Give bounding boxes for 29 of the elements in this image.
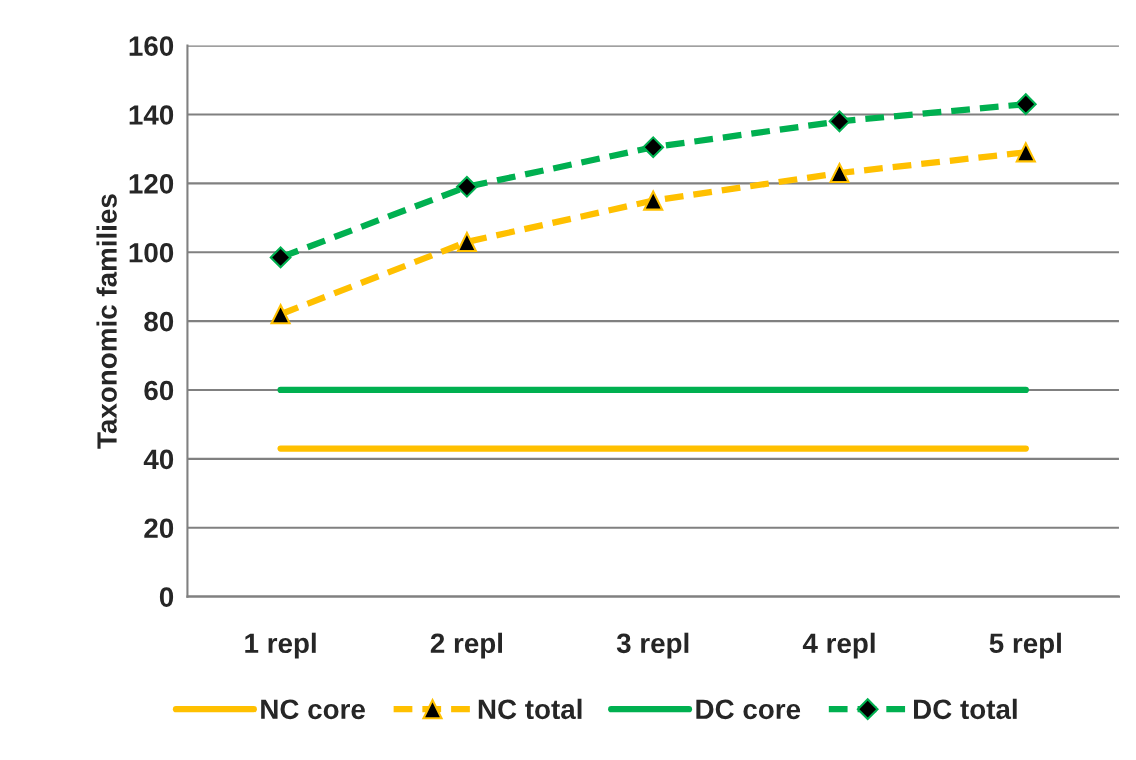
y-tick-label: 0 [159,587,174,607]
point [829,162,850,184]
y-tick-label: 80 [144,311,174,332]
point [1015,142,1036,163]
y-axis-title: Taxonomic families [96,194,117,449]
x-tick-label: 5 repl [989,632,1061,659]
point [1014,93,1037,115]
point [456,175,478,198]
point [642,136,665,159]
point [456,231,477,252]
point [270,304,291,325]
point [269,246,292,269]
y-tick-label: 100 [129,242,174,263]
y-tick-label: 160 [129,36,174,56]
x-tick-label: 4 repl [802,632,875,659]
y-tick-label: 60 [144,380,174,401]
legend-label: DC core [696,699,801,720]
y-tick-label: 40 [143,449,174,470]
legend-label: NC total [478,698,582,720]
x-tick-label: 1 repl [245,632,316,659]
x-tick-label: 3 repl [616,632,689,659]
point [828,110,851,133]
x-tick-label: 2 repl [430,632,502,659]
legend-label: NC core [261,699,365,720]
point [643,190,664,211]
y-tick-label: 140 [129,105,174,125]
y-tick-label: 120 [129,174,174,194]
legend-label: DC total [914,698,1017,720]
y-tick-label: 20 [144,518,174,539]
